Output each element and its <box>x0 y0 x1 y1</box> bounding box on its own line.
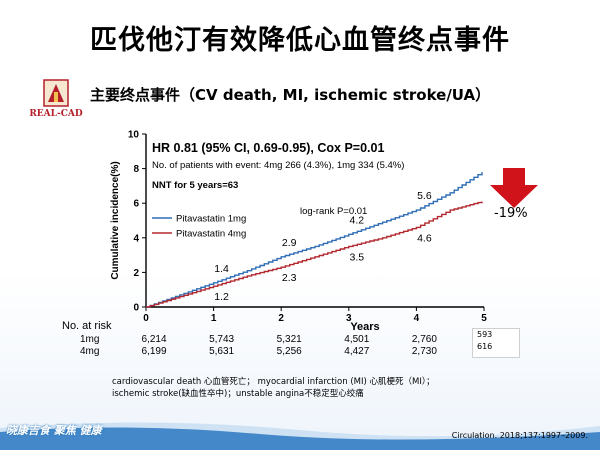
slide-title: 匹伐他汀有效降低心血管终点事件 <box>90 25 510 56</box>
data-label: 1.2 <box>214 291 229 303</box>
data-label: 3.5 <box>349 251 364 263</box>
risk-row-label: 1mg <box>80 334 99 345</box>
annotation-hr: HR 0.81 (95% CI, 0.69-0.95), Cox P=0.01 <box>152 141 384 155</box>
y-tick-label: 8 <box>133 164 139 175</box>
risk-cell: 4,501 <box>344 334 369 345</box>
risk-cell: 5,321 <box>277 334 302 345</box>
x-tick-label: 4 <box>414 313 420 324</box>
x-tick-label: 0 <box>143 313 149 324</box>
x-tick-label: 3 <box>346 313 352 324</box>
x-tick-label: 1 <box>211 313 217 324</box>
data-label: 5.6 <box>417 190 432 202</box>
legend-label: Pitavastatin 1mg <box>176 214 246 225</box>
data-label: 4.2 <box>349 214 364 226</box>
x-tick-label: 5 <box>481 313 487 324</box>
risk-cell: 2,730 <box>412 346 437 357</box>
annotation-logrank: log-rank P=0.01 <box>300 206 367 217</box>
brand-logo: 晓康吉食 聚焦 健康 <box>6 424 102 437</box>
chart-series <box>146 172 483 308</box>
slide-subtitle: 主要终点事件（CV death, MI, ischemic stroke/UA） <box>90 86 491 104</box>
risk-cell: 5,256 <box>277 346 302 357</box>
chart-axes: 0 2 4 6 8 10 0 1 2 3 4 5 Years Cumulative incidence(%… <box>110 130 487 334</box>
bottom-wave <box>0 422 600 450</box>
risk-table: No. at risk 1mg 6,214 5,743 5,321 4,501 2,760 4… <box>62 320 437 357</box>
risk-row-label: 4mg <box>80 346 99 357</box>
risk-cell: 5,743 <box>209 334 234 345</box>
data-label: 2.9 <box>282 237 297 249</box>
chart-labels: Pitavastatin 1mg 1.4 2.9 4.2 5.6 Pitavastatin… <box>152 190 432 303</box>
data-label: 2.3 <box>282 272 297 284</box>
annotation-nnt: NNT for 5 years=63 <box>152 180 238 191</box>
risk-cell: 2,760 <box>412 334 437 345</box>
footnote-line-2: ischemic stroke(缺血性卒中)；unstable angina不稳… <box>112 389 364 399</box>
footnote-line-1: cardiovascular death 心血管死亡； myocardial i… <box>112 377 435 387</box>
footnote: cardiovascular death 心血管死亡； myocardial i… <box>112 376 532 400</box>
series-line-1mg <box>146 172 483 308</box>
y-tick-label: 2 <box>133 268 139 279</box>
inset-value-4mg: 616 <box>477 342 493 351</box>
x-axis-label: Years <box>350 321 379 333</box>
data-label: 4.6 <box>417 232 432 244</box>
risk-cell: 6,214 <box>141 334 166 345</box>
inset-risk-box: 593 616 <box>472 328 520 358</box>
y-tick-label: 6 <box>133 199 139 210</box>
y-tick-label: 10 <box>128 130 140 141</box>
logo-text: REAL-CAD <box>29 109 83 119</box>
real-cad-logo <box>43 79 69 107</box>
series-line-4mg <box>146 201 483 308</box>
x-tick-label: 2 <box>278 313 284 324</box>
y-tick-label: 4 <box>133 233 139 244</box>
y-tick-label: 0 <box>133 303 139 314</box>
reduction-arrow <box>490 168 538 208</box>
citation: Circulation. 2018;137:1997–2009. <box>451 431 588 440</box>
y-axis-label: Cumulative incidence(%) <box>110 161 121 279</box>
risk-cell: 4,427 <box>344 346 369 357</box>
reduction-label: -19% <box>494 206 528 221</box>
annotation-events: No. of patients with event: 4mg 266 (4.3… <box>152 160 404 171</box>
inset-value-1mg: 593 <box>477 330 493 339</box>
risk-cell: 6,199 <box>141 346 166 357</box>
legend-label: Pitavastatin 4mg <box>176 229 246 240</box>
risk-cell: 5,631 <box>209 346 234 357</box>
risk-table-header: No. at risk <box>62 320 112 332</box>
data-label: 1.4 <box>214 263 229 275</box>
